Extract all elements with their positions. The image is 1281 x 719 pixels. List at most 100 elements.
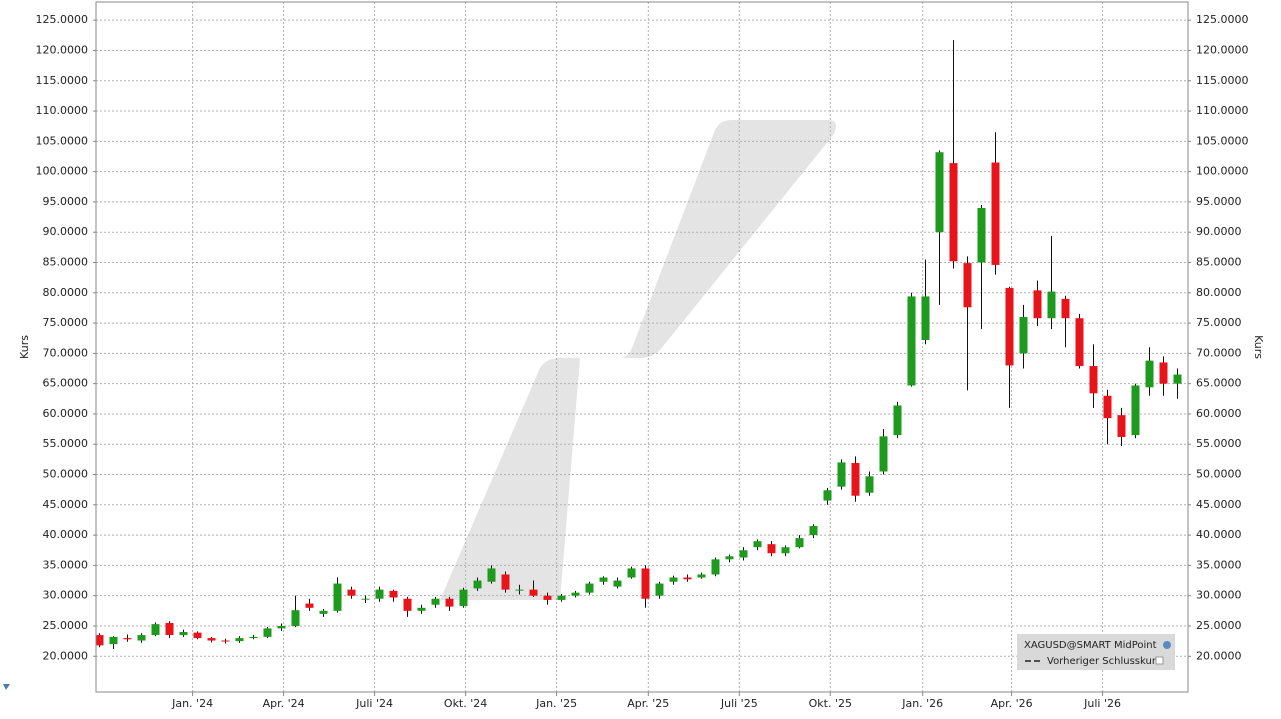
y-tick-label: 20.0000 [1196, 649, 1242, 662]
candle-body [641, 568, 650, 599]
candle-body [333, 583, 342, 611]
x-tick-label: Okt. '24 [444, 697, 487, 710]
y-tick-label: 55.0000 [1196, 437, 1242, 450]
candle-body [109, 636, 118, 645]
y-tick-label: 115.0000 [1196, 74, 1249, 87]
candle-body [823, 490, 832, 501]
candle-body [137, 635, 146, 641]
y-tick-label: 75.0000 [1196, 316, 1242, 329]
x-tick-label: Okt. '25 [809, 697, 852, 710]
y-tick-label: 110.0000 [36, 104, 89, 117]
y-tick-label: 105.0000 [1196, 134, 1249, 147]
corner-icon [3, 684, 10, 690]
legend-label: Vorheriger Schlusskurs [1047, 656, 1161, 667]
candle-body [95, 635, 104, 646]
legend-checkbox[interactable] [1155, 656, 1164, 665]
candle-body [893, 405, 902, 436]
candle-body [375, 589, 384, 599]
y-tick-label: 120.0000 [1196, 43, 1249, 56]
y-axis-title-right: Kurs [1252, 335, 1265, 359]
candle-body [725, 556, 734, 560]
candle-body [431, 598, 440, 605]
y-tick-label: 50.0000 [1196, 468, 1242, 481]
legend-box [1017, 634, 1175, 670]
plot-frame [95, 1, 1189, 693]
candle-body [949, 163, 958, 262]
candle-body [529, 589, 538, 596]
y-tick-label: 40.0000 [1196, 528, 1242, 541]
candle-body [879, 436, 888, 472]
y-tick-label: 60.0000 [43, 407, 89, 420]
candle-body [515, 589, 524, 591]
candle-body [263, 628, 272, 637]
candle-body [487, 568, 496, 582]
y-tick-label: 85.0000 [1196, 255, 1242, 268]
candle-body [907, 296, 916, 386]
candle-body [739, 550, 748, 558]
candle-body [837, 462, 846, 487]
legend: XAGUSD@SMART MidPoint Vorheriger Schluss… [1017, 634, 1175, 670]
candle-body [235, 638, 244, 642]
candle-body [347, 589, 356, 596]
candle-body [1047, 291, 1056, 319]
candle-body [1033, 290, 1042, 319]
y-tick-label: 65.0000 [43, 377, 89, 390]
y-tick-label: 95.0000 [1196, 195, 1242, 208]
candle-body [361, 598, 370, 600]
y-tick-label: 35.0000 [1196, 558, 1242, 571]
candle-body [921, 296, 930, 341]
y-tick-label: 55.0000 [43, 437, 89, 450]
y-tick-label: 70.0000 [1196, 346, 1242, 359]
legend-label: XAGUSD@SMART MidPoint [1024, 640, 1157, 651]
candle-body [473, 580, 482, 589]
candle-body [669, 577, 678, 582]
y-tick-label: 50.0000 [43, 468, 89, 481]
candle-body [417, 607, 426, 611]
candle-body [207, 638, 216, 641]
y-tick-label: 110.0000 [1196, 104, 1249, 117]
legend-icon [1163, 641, 1171, 649]
y-axis-title-left: Kurs [18, 335, 31, 359]
candle-body [963, 263, 972, 308]
candle-body [1089, 366, 1098, 394]
candle-body [123, 638, 132, 640]
watermark [440, 120, 836, 600]
candle-body [193, 632, 202, 639]
candle-body [767, 544, 776, 554]
candle-body [1117, 415, 1126, 437]
x-tick-label: Jan. '26 [901, 697, 943, 710]
x-tick-label: Juli '26 [1083, 697, 1121, 710]
y-tick-label: 120.0000 [36, 43, 89, 56]
y-tick-label: 40.0000 [43, 528, 89, 541]
candle-body [865, 476, 874, 493]
y-tick-label: 125.0000 [1196, 13, 1249, 26]
candle-body [249, 636, 258, 639]
candle-body [277, 625, 286, 629]
candle-body [655, 583, 664, 596]
candle-body [599, 577, 608, 582]
candle-body [1131, 385, 1140, 436]
candle-body [795, 538, 804, 548]
candle-body [1145, 360, 1154, 388]
y-tick-label: 115.0000 [36, 74, 89, 87]
y-tick-label: 30.0000 [1196, 589, 1242, 602]
y-tick-label: 45.0000 [43, 498, 89, 511]
y-tick-label: 25.0000 [1196, 619, 1242, 632]
y-tick-label: 80.0000 [43, 286, 89, 299]
candle-body [977, 207, 986, 263]
candle-body [1173, 374, 1182, 384]
candle-body [683, 577, 692, 580]
x-tick-label: Apr. '26 [991, 697, 1033, 710]
candle-body [935, 152, 944, 233]
y-tick-label: 65.0000 [1196, 377, 1242, 390]
candle-body [291, 610, 300, 626]
candle-body [781, 547, 790, 554]
y-tick-label: 100.0000 [36, 165, 89, 178]
y-tick-label: 75.0000 [43, 316, 89, 329]
candle-body [403, 598, 412, 611]
y-tick-label: 95.0000 [43, 195, 89, 208]
candle-body [851, 463, 860, 496]
candle-body [613, 580, 622, 587]
